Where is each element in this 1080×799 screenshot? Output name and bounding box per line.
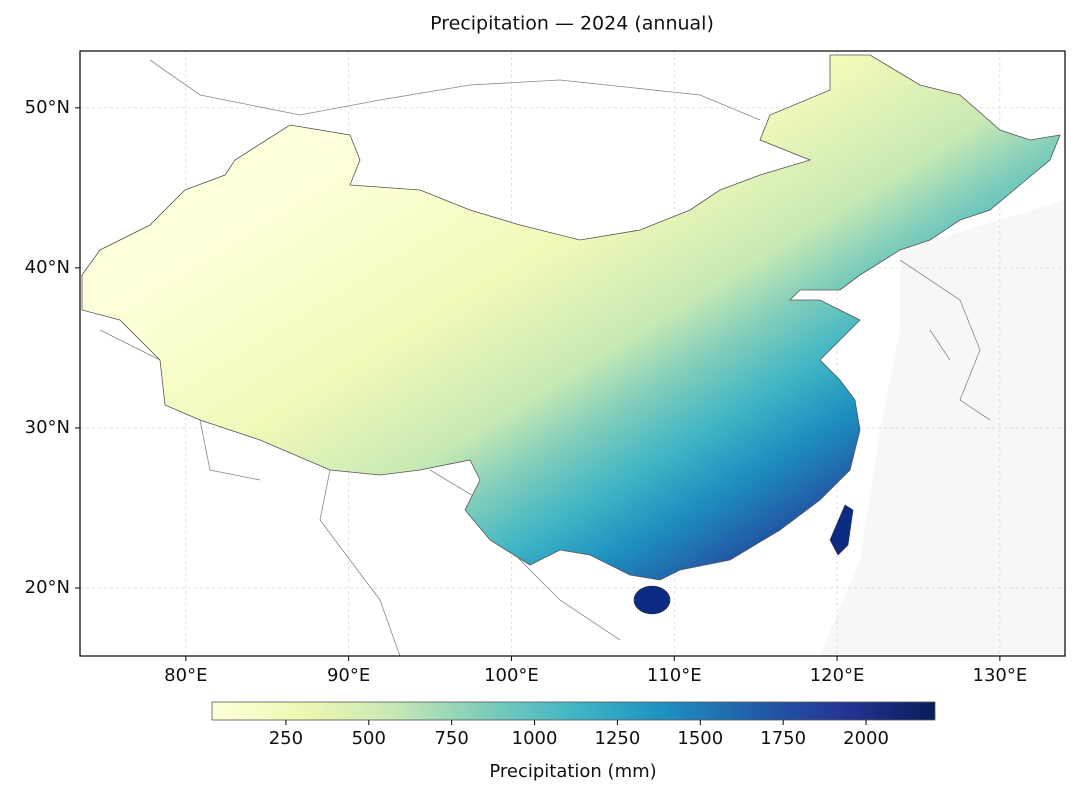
colorbar-tick-label: 250 bbox=[269, 728, 303, 749]
x-tick-label: 120°E bbox=[810, 665, 865, 686]
y-tick-label: 50°N bbox=[25, 97, 70, 118]
colorbar bbox=[211, 701, 936, 721]
borders bbox=[99, 59, 991, 656]
x-tick-label: 110°E bbox=[647, 665, 702, 686]
x-tick-label: 100°E bbox=[484, 665, 539, 686]
hainan bbox=[633, 585, 671, 615]
china-precipitation bbox=[81, 54, 1061, 581]
map-area bbox=[80, 51, 1065, 656]
colorbar-tick-label: 500 bbox=[352, 728, 386, 749]
colorbar-tick-label: 2000 bbox=[843, 728, 889, 749]
x-tick-label: 130°E bbox=[973, 665, 1028, 686]
map-frame bbox=[79, 50, 1066, 657]
colorbar-tick-label: 750 bbox=[434, 728, 468, 749]
taiwan bbox=[829, 504, 854, 556]
x-tick-label: 90°E bbox=[327, 665, 370, 686]
map-title: Precipitation — 2024 (annual) bbox=[430, 13, 714, 35]
x-tick-label: 80°E bbox=[164, 665, 207, 686]
sea bbox=[820, 200, 1065, 656]
colorbar-tick-label: 1500 bbox=[677, 728, 723, 749]
y-tick-label: 20°N bbox=[25, 577, 70, 598]
colorbar-tick-label: 1250 bbox=[595, 728, 641, 749]
y-tick-label: 40°N bbox=[25, 257, 70, 278]
y-tick-label: 30°N bbox=[25, 417, 70, 438]
colorbar-tick-label: 1000 bbox=[512, 728, 558, 749]
colorbar-tick-label: 1750 bbox=[760, 728, 806, 749]
colorbar-label: Precipitation (mm) bbox=[489, 761, 656, 782]
